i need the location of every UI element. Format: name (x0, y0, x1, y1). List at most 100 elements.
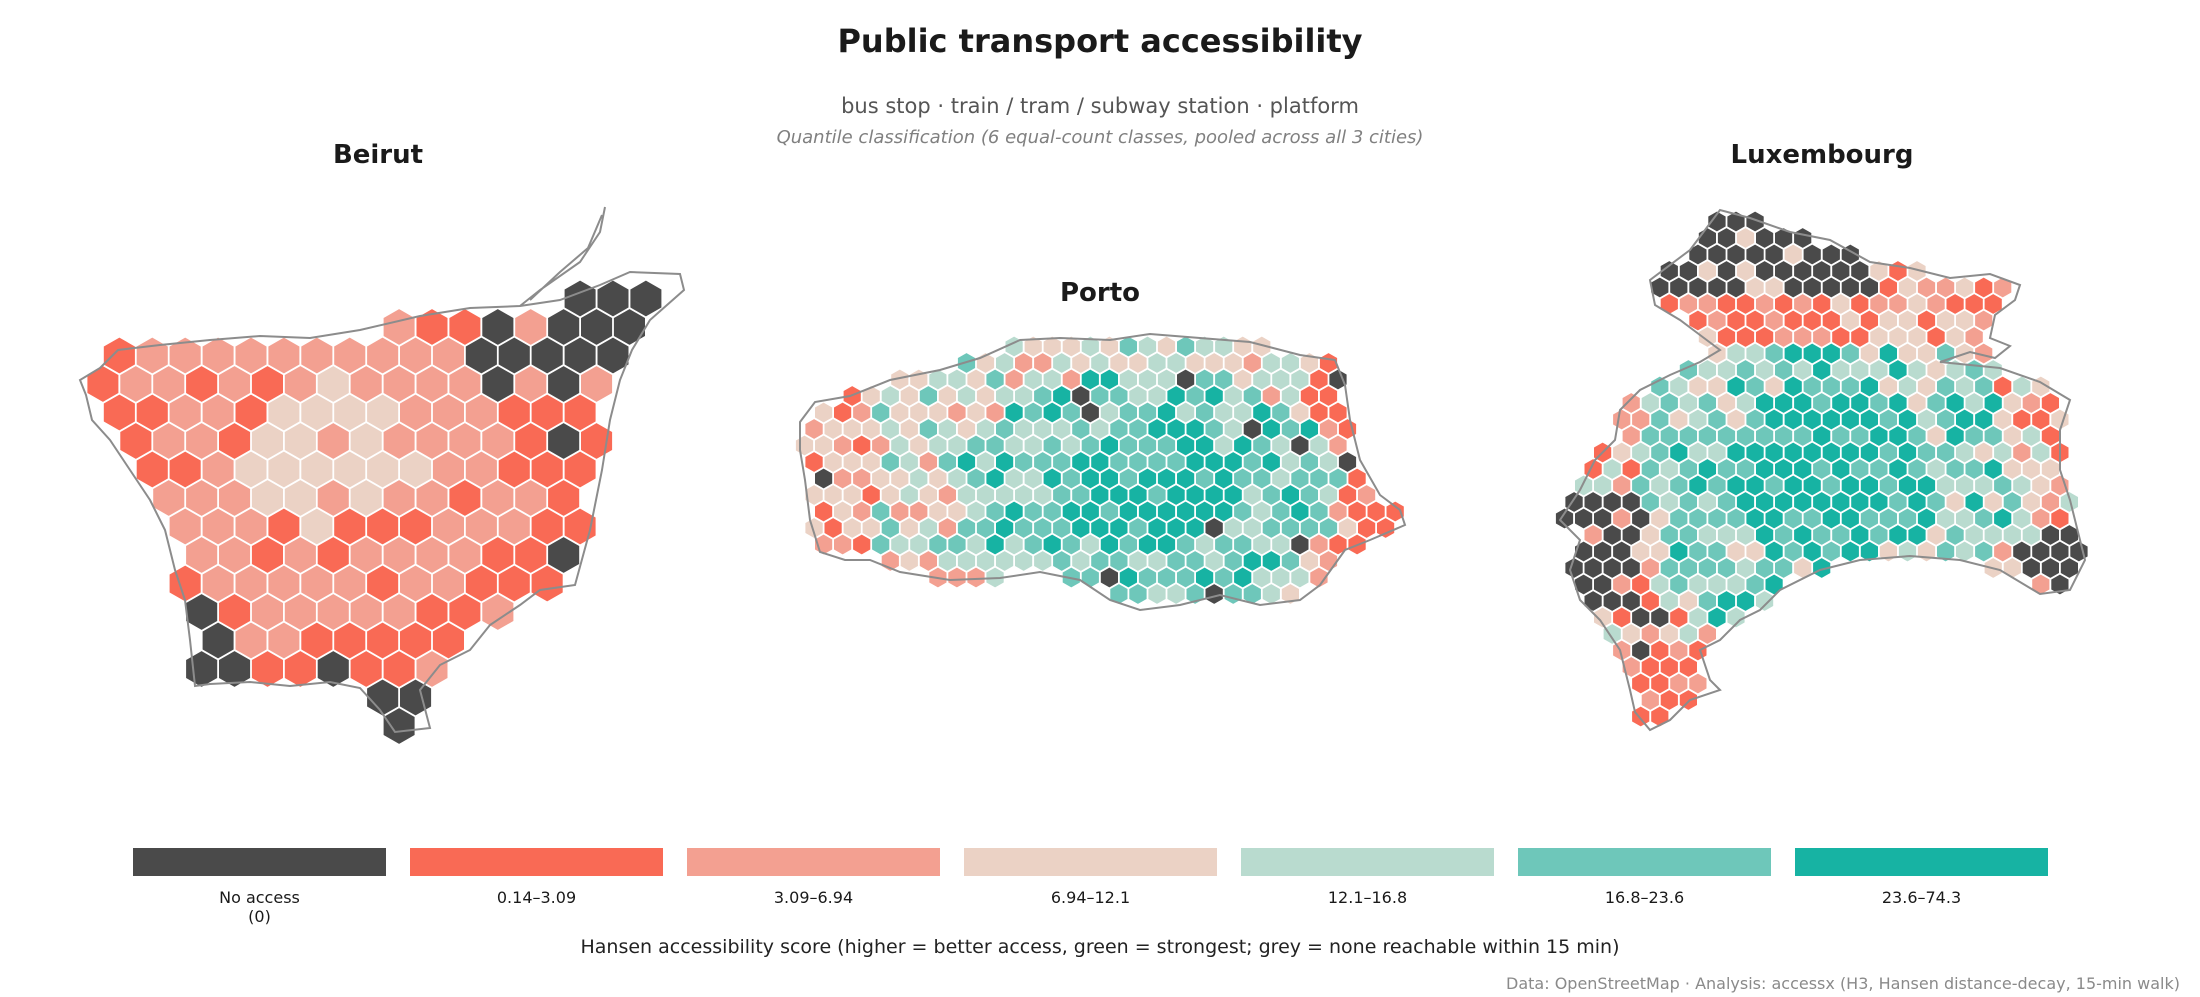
luxembourg-hex-cell (1860, 309, 1879, 332)
luxembourg-hex-cell (1793, 359, 1813, 381)
beirut-hex-cell (333, 336, 367, 375)
porto-hex-cell (995, 418, 1014, 440)
porto-hex-cell (823, 484, 843, 506)
luxembourg-hex-cell (1821, 375, 1841, 398)
luxembourg-hex-cell (1879, 408, 1898, 431)
luxembourg-hex-cell (1659, 689, 1679, 711)
beirut-hex-cell (152, 422, 186, 460)
porto-hex-cell (947, 533, 967, 556)
beirut-hex-cell (201, 564, 235, 603)
porto-hex-cell (1195, 335, 1214, 358)
porto-hex-cell (919, 550, 938, 572)
luxembourg-hex-cell (1698, 425, 1717, 447)
porto-hex-cell (1080, 500, 1100, 523)
porto-hex-cell (1176, 566, 1195, 589)
legend-caption: Hansen accessibility score (higher = bet… (580, 936, 1620, 958)
luxembourg-hex-cell (1955, 507, 1974, 530)
porto-hex-cell (1347, 467, 1367, 490)
porto-hex-cell (1128, 418, 1148, 440)
porto-hex-cell (1319, 418, 1338, 440)
porto-hex-cell (1014, 550, 1033, 572)
porto-hex-cell (1176, 500, 1195, 523)
porto-hex-cell (1119, 368, 1138, 391)
beirut-hex-cell (267, 621, 301, 660)
beirut-hex-cell (218, 536, 251, 574)
porto-hex-cell (1042, 467, 1062, 490)
luxembourg-hex-cell (1840, 342, 1860, 365)
porto-hex-cell (938, 418, 957, 440)
luxembourg-hex-cell (1888, 326, 1908, 348)
porto-hex-cell (1214, 566, 1234, 589)
luxembourg-hex-cell (1793, 260, 1813, 282)
porto-hex-cell (1071, 418, 1091, 440)
luxembourg-hex-cell (1831, 359, 1851, 381)
beirut-hex-cell (432, 393, 465, 432)
porto-hex-cell (1119, 335, 1138, 358)
porto-hex-cell (957, 451, 976, 473)
porto-hex-cell (1128, 550, 1148, 572)
beirut-hex-cell (481, 536, 515, 574)
luxembourg-hex-cell (2060, 557, 2079, 579)
luxembourg-hex-cell (1631, 408, 1651, 431)
beirut-hex-cell (465, 564, 498, 603)
porto-hex-cell (1109, 451, 1129, 473)
porto-hex-cell (1080, 368, 1100, 391)
luxembourg-hex-cell (1707, 309, 1727, 332)
luxembourg-hex-cell (1688, 639, 1708, 662)
porto-hex-cell (1061, 533, 1081, 556)
luxembourg-hex-cell (1917, 342, 1936, 365)
luxembourg-hex-cell (1631, 507, 1651, 530)
porto-hex-cell (1281, 583, 1300, 605)
porto-hex-cell (1290, 533, 1310, 556)
beirut-hex-cell (448, 593, 482, 631)
luxembourg-hex-cell (1698, 557, 1717, 579)
beirut-hex-cell (547, 422, 580, 460)
luxembourg-hex-cell (1869, 458, 1889, 480)
luxembourg-hex-cell (1631, 606, 1651, 629)
luxembourg-hex-cell (1726, 573, 1746, 596)
luxembourg-hex-cell (1974, 408, 1994, 431)
luxembourg-hex-cell (1936, 276, 1955, 299)
porto-hex-cell (1100, 401, 1119, 424)
porto-hex-cell (995, 352, 1014, 374)
luxembourg-hex-cell (1831, 293, 1851, 315)
porto-hex-cell (1090, 451, 1110, 473)
luxembourg-hex-cell (1898, 375, 1917, 398)
luxembourg-hex-cell (1564, 557, 1584, 579)
porto-hex-cell (1204, 583, 1224, 605)
porto-hex-cell (1261, 517, 1281, 539)
porto-hex-cell (1090, 517, 1110, 539)
luxembourg-hex-cell (1850, 392, 1870, 414)
luxembourg-hex-cell (1688, 507, 1708, 530)
luxembourg-hex-cell (1831, 392, 1851, 414)
luxembourg-hex-cell (2002, 425, 2022, 447)
luxembourg-hex-cell (1640, 458, 1660, 480)
porto-hex-cell (985, 533, 1005, 556)
porto-hex-cell (1166, 583, 1186, 605)
porto-hex-cell (871, 500, 891, 523)
luxembourg-hex-cell (1840, 507, 1860, 530)
luxembourg-hex-cell (1717, 227, 1736, 249)
porto-hex-cell (1319, 550, 1338, 572)
porto-hex-cell (1233, 533, 1253, 556)
porto-hex-cell (1242, 517, 1262, 539)
porto-hex-cell (957, 484, 976, 506)
luxembourg-hex-cell (1955, 441, 1974, 464)
luxembourg-hex-cell (1783, 276, 1803, 299)
porto-hex-cell (928, 368, 948, 391)
luxembourg-hex-cell (1755, 524, 1774, 546)
luxembourg-hex-cell (1888, 392, 1908, 414)
luxembourg-hex-cell (1888, 359, 1908, 381)
luxembourg-hex-cell (1659, 656, 1679, 678)
luxembourg-hex-cell (1631, 441, 1651, 464)
porto-hex-cell (1023, 434, 1043, 457)
luxembourg-hex-cell (1698, 491, 1717, 513)
luxembourg-hex-cell (1926, 359, 1946, 381)
porto-hex-cell (890, 368, 910, 391)
porto-hex-cell (804, 484, 824, 506)
porto-hex-cell (1233, 401, 1253, 424)
porto-hex-cell (1147, 550, 1167, 572)
porto-hex-cell (1214, 533, 1234, 556)
luxembourg-hex-cell (1717, 491, 1736, 513)
porto-hex-cell (1271, 533, 1291, 556)
